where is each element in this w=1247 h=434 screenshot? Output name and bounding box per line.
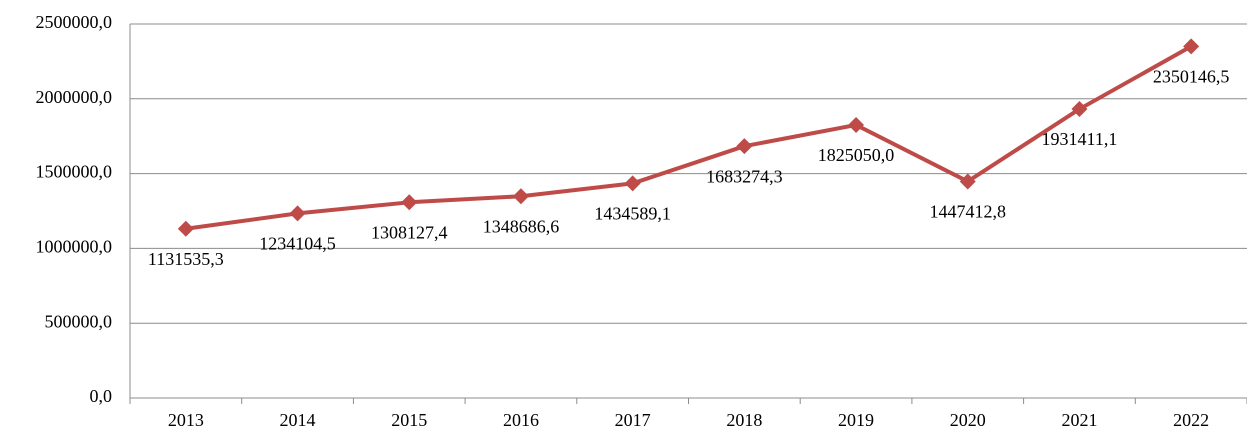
- y-tick-label: 2000000,0: [36, 87, 113, 107]
- marker: [401, 194, 418, 211]
- x-tick-label: 2015: [391, 410, 427, 430]
- data-label: 1434589,1: [594, 204, 671, 224]
- y-tick-label: 0,0: [90, 386, 113, 406]
- data-label: 1931411,1: [1042, 129, 1118, 149]
- marker: [736, 138, 753, 155]
- y-tick-label: 1500000,0: [36, 162, 113, 182]
- data-label: 1447412,8: [930, 202, 1007, 222]
- marker: [959, 173, 976, 190]
- x-tick-label: 2021: [1061, 410, 1097, 430]
- y-tick-label: 2500000,0: [36, 12, 113, 32]
- x-tick-label: 2022: [1173, 410, 1209, 430]
- x-tick-label: 2016: [503, 410, 539, 430]
- data-label: 1131535,3: [148, 249, 224, 269]
- marker: [624, 175, 641, 192]
- y-tick-label: 500000,0: [45, 311, 113, 331]
- y-tick-label: 1000000,0: [36, 237, 113, 257]
- x-tick-label: 2019: [838, 410, 874, 430]
- marker: [1183, 38, 1200, 55]
- x-tick-label: 2020: [950, 410, 986, 430]
- data-label: 1308127,4: [371, 222, 448, 242]
- marker: [848, 116, 865, 133]
- x-tick-label: 2013: [168, 410, 204, 430]
- data-label: 1348686,6: [483, 216, 560, 236]
- marker: [512, 188, 529, 205]
- line: [185, 44, 1193, 231]
- marker: [1071, 101, 1088, 118]
- x-tick-label: 2017: [615, 410, 651, 430]
- x-tick-label: 2018: [726, 410, 762, 430]
- marker: [289, 205, 306, 222]
- data-label: 1825050,0: [818, 145, 895, 165]
- marker: [177, 220, 194, 237]
- data-label: 1234104,5: [259, 234, 336, 254]
- data-label: 1683274,3: [706, 166, 783, 186]
- x-tick-label: 2014: [280, 410, 316, 430]
- data-label: 2350146,5: [1153, 67, 1230, 87]
